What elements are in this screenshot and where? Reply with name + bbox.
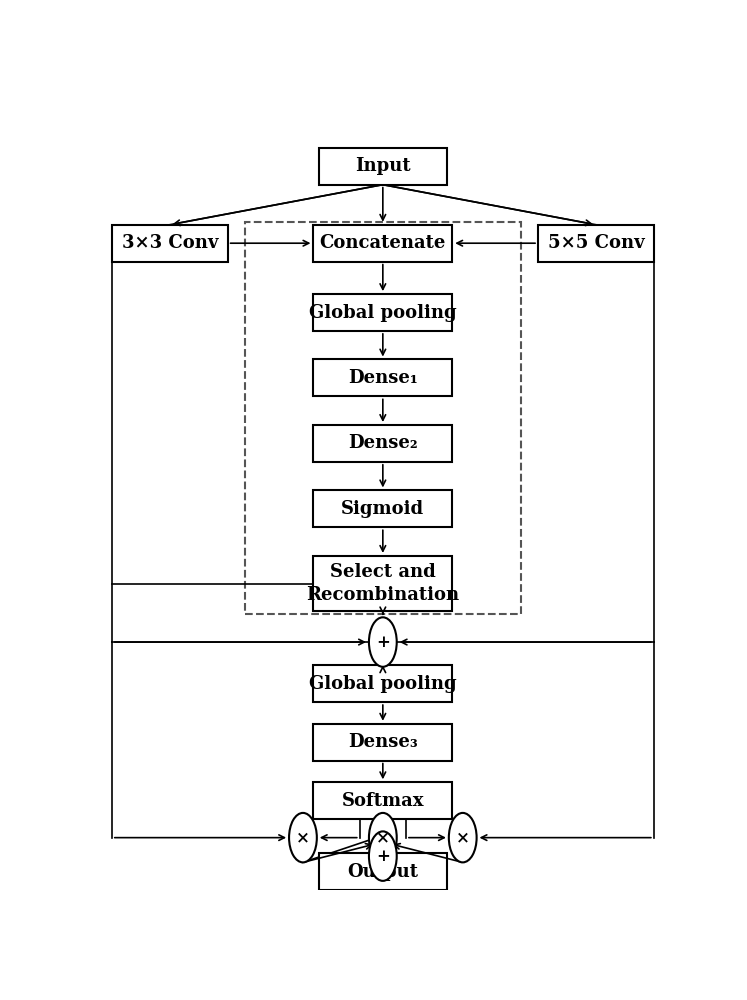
- FancyBboxPatch shape: [538, 225, 654, 262]
- Text: ×: ×: [296, 829, 310, 846]
- FancyBboxPatch shape: [319, 853, 447, 890]
- Ellipse shape: [369, 617, 397, 667]
- FancyBboxPatch shape: [314, 665, 453, 702]
- Ellipse shape: [289, 813, 317, 862]
- FancyBboxPatch shape: [314, 724, 453, 761]
- Text: Sigmoid: Sigmoid: [341, 500, 424, 518]
- FancyBboxPatch shape: [314, 556, 453, 611]
- FancyBboxPatch shape: [314, 425, 453, 462]
- Text: Concatenate: Concatenate: [320, 234, 446, 252]
- Text: Softmax: Softmax: [341, 792, 424, 810]
- FancyBboxPatch shape: [314, 490, 453, 527]
- FancyBboxPatch shape: [112, 225, 228, 262]
- Text: Global pooling: Global pooling: [309, 304, 456, 322]
- Ellipse shape: [369, 831, 397, 881]
- Ellipse shape: [369, 813, 397, 862]
- Text: 3×3 Conv: 3×3 Conv: [122, 234, 218, 252]
- FancyBboxPatch shape: [319, 148, 447, 185]
- FancyBboxPatch shape: [314, 294, 453, 331]
- Ellipse shape: [449, 813, 477, 862]
- Text: Dense₂: Dense₂: [348, 434, 418, 452]
- Text: Global pooling: Global pooling: [309, 675, 456, 693]
- Text: ×: ×: [376, 829, 390, 846]
- Text: Input: Input: [355, 157, 411, 175]
- Text: +: +: [376, 848, 390, 865]
- Text: 5×5 Conv: 5×5 Conv: [548, 234, 644, 252]
- Text: Output: Output: [347, 863, 418, 881]
- FancyBboxPatch shape: [314, 359, 453, 396]
- FancyBboxPatch shape: [314, 225, 453, 262]
- FancyBboxPatch shape: [314, 782, 453, 819]
- Text: Select and
Recombination: Select and Recombination: [306, 563, 459, 604]
- Text: Dense₁: Dense₁: [348, 369, 418, 387]
- Text: ×: ×: [456, 829, 470, 846]
- Text: Dense₃: Dense₃: [348, 733, 418, 751]
- Text: +: +: [376, 634, 390, 651]
